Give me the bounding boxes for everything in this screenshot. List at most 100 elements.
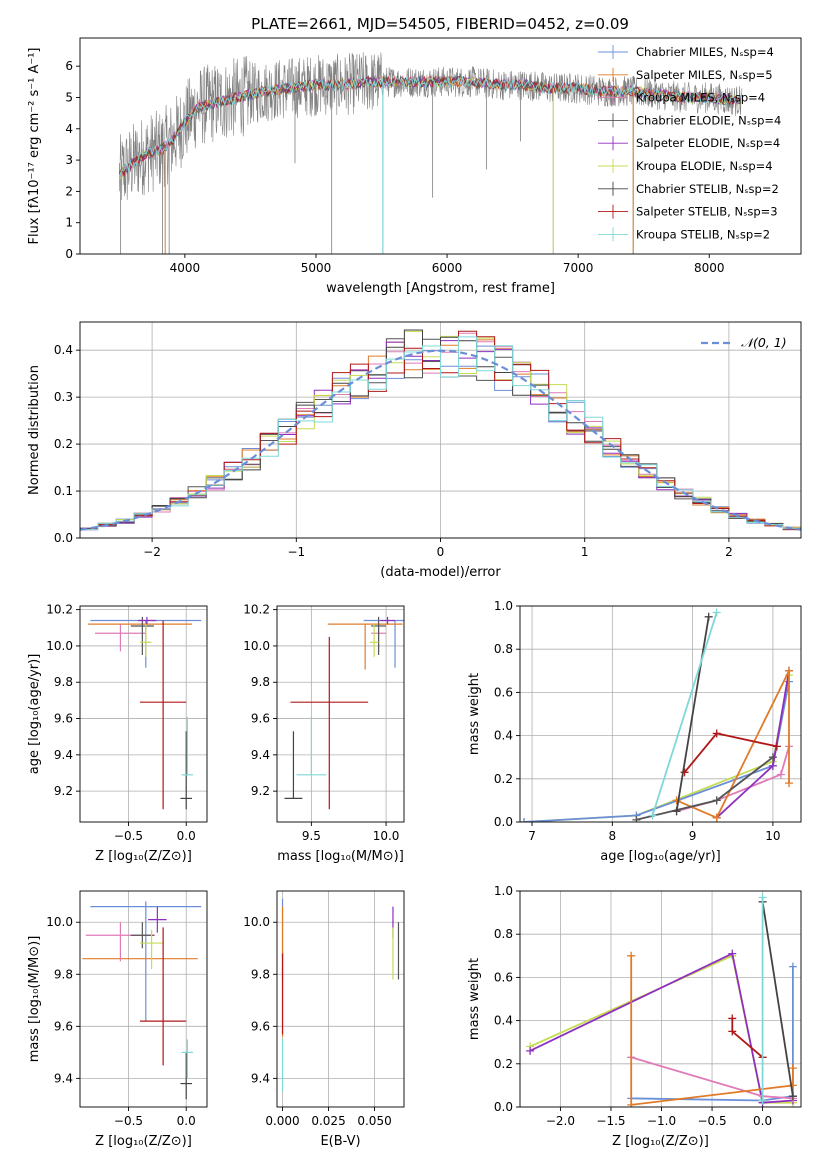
- x-axis-label: age [log₁₀(age/yr)]: [600, 849, 721, 864]
- legend-entry-normal: 𝒩(0, 1): [741, 335, 787, 350]
- y-tick-label: 10.2: [243, 603, 270, 617]
- panel-spectrum: 4000 5000 6000 7000 8000 0 1 2 3 4 5 6 wavelength [A…: [27, 37, 802, 296]
- x-tick-label: 1: [581, 545, 589, 559]
- weight-marker-kroupa_stelib: [712, 608, 721, 617]
- weight-marker-kroupa_miles: [776, 770, 785, 779]
- panel-weight_vs_age: 7 8 9 10 0.0 0.2 0.4 0.6 0.8 1.0 age [log₁₀(age/yr…: [467, 599, 802, 864]
- x-tick-label: −2: [143, 545, 161, 559]
- y-tick-label: 0.6: [494, 685, 513, 699]
- panel-age_vs_Z: −0.5 0.0 9.2 9.4 9.6 9.8 10.0 10.2 Z [log₁₀(Z/Z⊙…: [27, 603, 208, 864]
- y-tick-label: 6: [65, 59, 73, 73]
- y-tick-label: 10.0: [243, 915, 270, 929]
- weight-marker-chabrier_stelib: [672, 807, 681, 816]
- weight-marker-chabrier_stelib: [788, 1092, 797, 1101]
- weight-marker-chabrier_elodie: [632, 815, 641, 822]
- axes-frame: [79, 890, 208, 1108]
- y-tick-label: 0.4: [54, 343, 73, 357]
- weight-line-salpeter_miles: [676, 670, 790, 819]
- x-tick-label: −1.0: [647, 1114, 676, 1128]
- legend-entry-salpeter_elodie: Salpeter ELODIE, Nₛsp=4: [636, 136, 780, 150]
- x-axis-label: Z [log₁₀(Z/Z⊙)]: [95, 849, 192, 864]
- y-tick-label: 10.0: [46, 915, 73, 929]
- x-tick-label: 0.0: [753, 1114, 772, 1128]
- residual-histogram-kroupa_stelib: [80, 336, 801, 530]
- weight-marker-salpeter_stelib: [728, 1027, 737, 1036]
- x-tick-label: 0.0: [177, 829, 196, 843]
- y-tick-label: 0.2: [494, 1057, 513, 1071]
- panel-mass_vs_Z: −0.5 0.0 9.4 9.6 9.8 10.0 Z [log₁₀(Z/Z⊙)] mass …: [27, 890, 208, 1149]
- weight-line-salpeter_miles: [630, 955, 794, 1106]
- weight-marker-chabrier_elodie: [768, 753, 777, 762]
- x-axis-label: wavelength [Angstrom, rest frame]: [326, 281, 555, 296]
- x-axis-label: Z [log₁₀(Z/Z⊙)]: [612, 1134, 709, 1149]
- y-tick-label: 0: [65, 247, 73, 261]
- y-tick-label: 10.2: [46, 603, 73, 617]
- legend-entry-salpeter_miles: Salpeter MILES, Nₛsp=5: [636, 68, 773, 82]
- weight-marker-salpeter_miles: [784, 666, 793, 675]
- plot-area: [82, 901, 202, 1100]
- y-tick-label: 0.1: [54, 484, 73, 498]
- y-tick-label: 10.0: [243, 639, 270, 653]
- x-tick-label: 4000: [170, 261, 201, 275]
- plot-area: [88, 616, 202, 810]
- y-tick-label: 9.6: [251, 1019, 270, 1033]
- x-tick-label: −2.0: [546, 1114, 575, 1128]
- y-axis-label: age [log₁₀(age/yr)]: [27, 654, 42, 775]
- x-axis-label: E(B-V): [320, 1134, 360, 1149]
- y-tick-label: 9.2: [54, 784, 73, 798]
- y-tick-label: 1: [65, 216, 73, 230]
- weight-marker-salpeter_stelib: [680, 768, 689, 777]
- x-axis-label: mass [log₁₀(M/M⊙)]: [277, 849, 404, 864]
- weight-line-kroupa_stelib: [651, 612, 718, 816]
- axes-frame: [276, 890, 405, 1108]
- y-tick-label: 9.6: [54, 712, 73, 726]
- y-tick-label: 0.4: [494, 1014, 513, 1028]
- panel-weight_vs_Z: −2.0 −1.5 −1.0 −0.5 0.0 0.0 0.2 0.4 0.6 0.8 1.0 Z […: [467, 884, 802, 1149]
- axes-frame: [79, 37, 802, 255]
- axes-frame: [79, 605, 208, 823]
- y-tick-label: 9.2: [251, 784, 270, 798]
- y-tick-label: 0.2: [54, 437, 73, 451]
- y-tick-label: 2: [65, 184, 73, 198]
- x-tick-label: 7000: [563, 261, 594, 275]
- weight-marker-chabrier_elodie: [712, 796, 721, 805]
- normal-curve-line: [80, 349, 801, 531]
- x-tick-label: −1.5: [596, 1114, 625, 1128]
- x-tick-label: 2: [725, 545, 733, 559]
- y-tick-label: 9.8: [251, 675, 270, 689]
- y-tick-label: 0.8: [494, 927, 513, 941]
- weight-marker-chabrier_stelib: [704, 612, 713, 621]
- x-axis-label: (data-model)/error: [380, 565, 501, 580]
- figure-title: PLATE=2661, MJD=54505, FIBERID=0452, z=0…: [251, 15, 629, 33]
- y-axis-label: Normed distribution: [27, 365, 42, 495]
- y-axis-label: mass weight: [467, 958, 482, 1040]
- weight-marker-salpeter_miles: [712, 813, 721, 822]
- y-tick-label: 3: [65, 153, 73, 167]
- legend-entry-chabrier_elodie: Chabrier ELODIE, Nₛsp=4: [636, 113, 781, 127]
- axes-frame: [519, 605, 802, 823]
- y-tick-label: 9.6: [54, 1019, 73, 1033]
- panel-age_vs_mass: 9.5 10.0 9.2 9.4 9.6 9.8 10.0 10.2 mass [log₁₀(M…: [243, 603, 405, 864]
- weight-line-salpeter_stelib: [683, 732, 778, 773]
- y-axis-label: Flux [fλ10⁻¹⁷ erg cm⁻² s⁻¹ A⁻¹]: [27, 48, 42, 245]
- x-tick-label: 10: [765, 829, 780, 843]
- plot-area: [118, 52, 743, 254]
- legend-entry-kroupa_stelib: Kroupa STELIB, Nₛsp=2: [636, 227, 770, 241]
- weight-marker-chabrier_miles: [788, 962, 797, 971]
- y-tick-label: 1.0: [494, 884, 513, 898]
- y-tick-label: 4: [65, 122, 73, 136]
- y-tick-label: 0.0: [494, 815, 513, 829]
- panel-residuals: −2 −1 0 1 2 0.0 0.1 0.2 0.3 0.4 (data-model)/error…: [27, 321, 802, 580]
- legend-entry-kroupa_miles: Kroupa MILES, Nₛsp=4: [636, 91, 765, 105]
- y-tick-label: 0.2: [494, 772, 513, 786]
- weight-marker-chabrier_miles: [520, 818, 529, 822]
- y-tick-label: 9.8: [54, 967, 73, 981]
- x-tick-label: 8000: [694, 261, 725, 275]
- weight-marker-salpeter_elodie: [768, 761, 777, 770]
- weight-marker-salpeter_stelib: [712, 729, 721, 738]
- y-tick-label: 9.4: [251, 1071, 270, 1085]
- weight-line-chabrier_miles: [631, 966, 794, 1102]
- y-tick-label: 0.6: [494, 970, 513, 984]
- plot-area: [281, 898, 400, 1092]
